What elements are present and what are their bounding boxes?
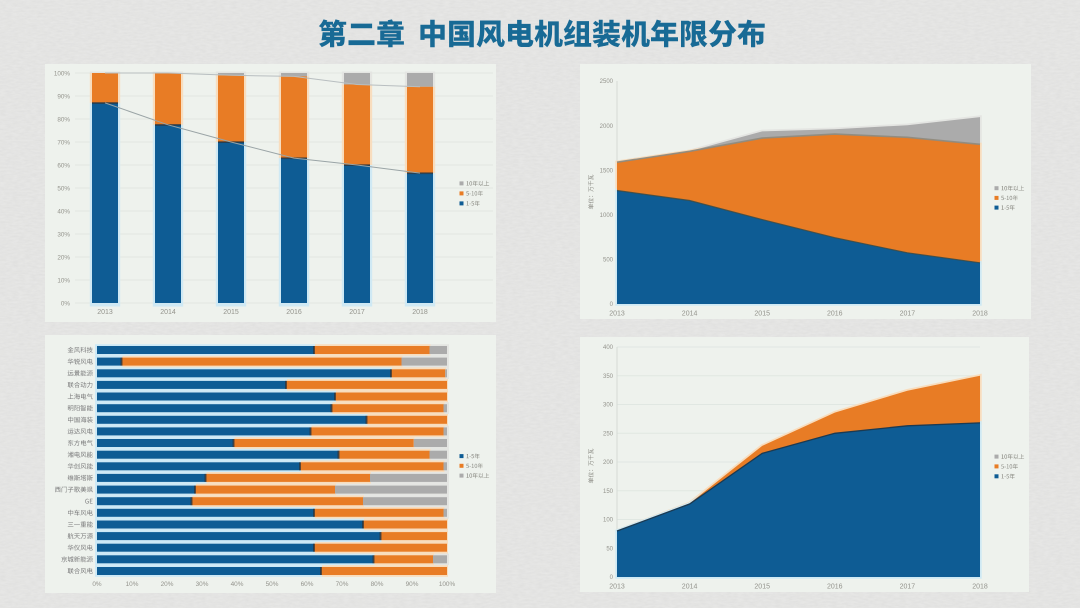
svg-text:2015: 2015 [754,311,770,318]
svg-text:70%: 70% [57,139,70,146]
svg-text:80%: 80% [371,581,384,588]
svg-text:10%: 10% [126,581,139,588]
svg-text:2013: 2013 [609,311,625,318]
svg-text:50%: 50% [57,185,70,192]
svg-text:2015: 2015 [754,584,770,591]
svg-text:30%: 30% [196,581,209,588]
svg-text:500: 500 [603,258,614,264]
svg-text:2014: 2014 [682,311,698,318]
svg-text:70%: 70% [336,581,349,588]
svg-text:2017: 2017 [900,584,916,591]
svg-text:2014: 2014 [160,309,176,316]
svg-text:350: 350 [603,374,614,380]
svg-text:100: 100 [603,518,614,524]
svg-text:2016: 2016 [827,311,843,318]
svg-text:300: 300 [603,403,614,409]
svg-text:0: 0 [610,575,614,581]
svg-text:100%: 100% [439,581,456,588]
svg-text:2500: 2500 [600,79,614,85]
svg-text:2018: 2018 [412,309,428,316]
svg-text:50: 50 [606,546,613,552]
svg-text:2014: 2014 [682,584,698,591]
svg-text:2017: 2017 [349,309,365,316]
svg-text:2018: 2018 [972,584,988,591]
svg-text:150: 150 [603,489,614,495]
svg-text:90%: 90% [57,93,70,100]
svg-text:250: 250 [603,431,614,437]
svg-text:2015: 2015 [223,309,239,316]
svg-text:0%: 0% [92,581,102,588]
svg-text:400: 400 [603,345,614,351]
svg-text:2016: 2016 [286,309,302,316]
svg-text:10%: 10% [57,277,70,284]
svg-text:2018: 2018 [972,311,988,318]
svg-text:0%: 0% [61,300,71,307]
svg-text:1500: 1500 [600,168,614,174]
svg-text:2017: 2017 [900,311,916,318]
svg-text:2013: 2013 [609,584,625,591]
svg-text:0: 0 [610,302,614,308]
svg-text:80%: 80% [57,116,70,123]
svg-text:2016: 2016 [827,584,843,591]
svg-text:1000: 1000 [600,213,614,219]
svg-text:20%: 20% [57,254,70,261]
svg-text:200: 200 [603,460,614,466]
svg-text:100%: 100% [54,70,71,77]
svg-text:90%: 90% [406,581,419,588]
svg-text:60%: 60% [57,162,70,169]
svg-text:50%: 50% [266,581,279,588]
svg-text:60%: 60% [301,581,314,588]
svg-text:30%: 30% [57,231,70,238]
svg-text:2000: 2000 [600,124,614,130]
svg-text:40%: 40% [231,581,244,588]
svg-text:40%: 40% [57,208,70,215]
svg-text:20%: 20% [161,581,174,588]
svg-text:2013: 2013 [97,309,113,316]
